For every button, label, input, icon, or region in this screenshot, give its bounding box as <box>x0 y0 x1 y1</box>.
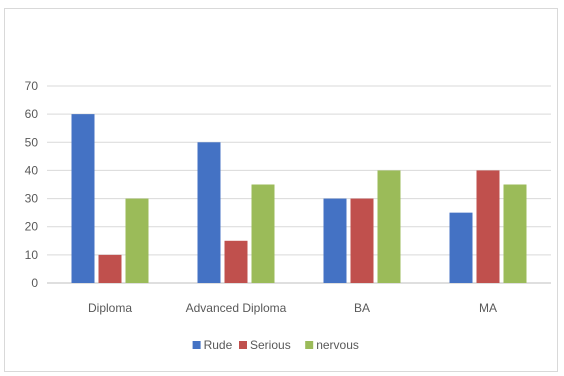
legend-swatch-rude <box>192 341 201 349</box>
legend-swatch-nervous <box>305 341 314 349</box>
bar-rude-diploma <box>71 114 95 284</box>
bar-serious-ma <box>476 170 500 283</box>
x-tick-label: Diploma <box>88 301 132 315</box>
x-tick-label: BA <box>354 301 370 315</box>
bar-rude-ma <box>449 212 473 283</box>
bar-nervous-ba <box>377 170 401 283</box>
bars <box>71 114 527 284</box>
gridlines <box>47 85 551 284</box>
x-tick-label: Advanced Diploma <box>186 301 287 315</box>
legend-swatch-serious <box>239 341 247 349</box>
legend-label-rude: Rude <box>204 338 233 352</box>
y-tick-label: 0 <box>31 276 38 290</box>
chart-frame <box>4 8 558 372</box>
legend-label-serious: Serious <box>250 338 291 352</box>
bar-rude-advanced-diploma <box>197 142 221 283</box>
y-axis-tick-labels: 0 10 20 30 40 50 60 70 <box>25 79 39 290</box>
y-tick-label: 50 <box>25 135 39 149</box>
bar-nervous-advanced-diploma <box>251 184 275 283</box>
y-tick-label: 20 <box>25 220 39 234</box>
legend: Rude Serious nervous <box>192 338 359 352</box>
x-tick-label: MA <box>479 301 497 315</box>
x-axis-tick-labels: Diploma Advanced Diploma BA MA <box>88 301 497 315</box>
bar-serious-diploma <box>98 254 122 283</box>
y-tick-label: 10 <box>25 248 39 262</box>
y-tick-label: 40 <box>25 163 39 177</box>
bar-nervous-diploma <box>125 198 149 283</box>
legend-label-nervous: nervous <box>316 338 359 352</box>
bar-serious-ba <box>350 198 374 283</box>
y-tick-label: 30 <box>25 192 39 206</box>
bar-rude-ba <box>323 198 347 283</box>
bar-serious-advanced-diploma <box>224 240 248 283</box>
y-tick-label: 70 <box>25 79 39 93</box>
y-tick-label: 60 <box>25 107 39 121</box>
bar-nervous-ma <box>503 184 527 283</box>
